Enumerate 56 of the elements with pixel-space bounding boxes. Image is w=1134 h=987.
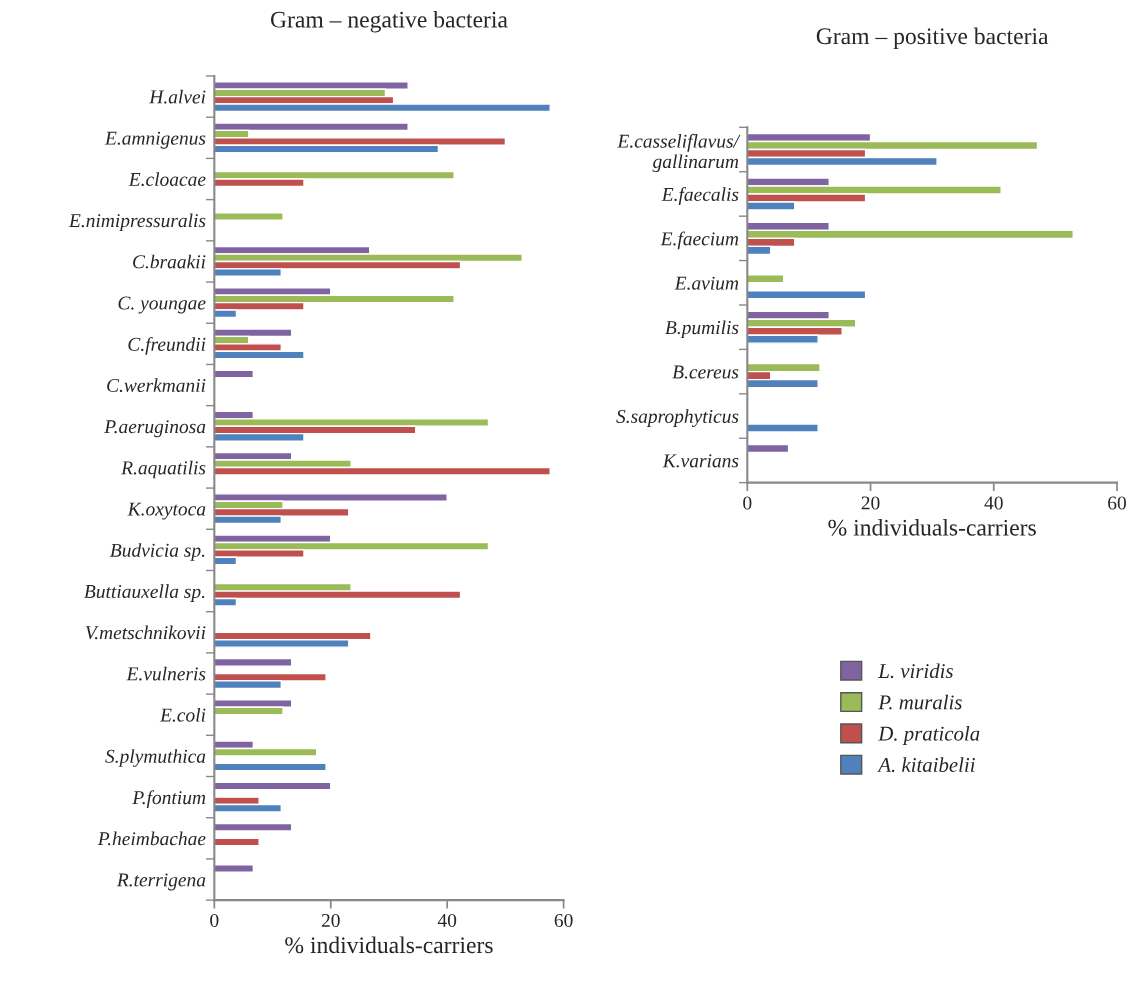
x-tick-label: 20 xyxy=(321,913,340,928)
y-tick-label: E.cloacae xyxy=(128,172,206,187)
y-tick-label: E.avium xyxy=(674,276,739,290)
y-tick-label: E.amnigenus xyxy=(104,131,206,149)
bar xyxy=(214,822,293,832)
bar xyxy=(214,212,284,221)
y-tick-label: E.vulneris xyxy=(126,666,206,681)
y-tick-label: E.coli xyxy=(159,707,206,722)
y-tick-label: C.werkmanii xyxy=(107,378,206,393)
y-tick-label: C.freundii xyxy=(128,337,206,355)
y-tick-label: E.casseliflavus/ gallinarum xyxy=(617,133,741,173)
x-tick-label: 60 xyxy=(1108,496,1126,510)
y-tick-label: C. youngae xyxy=(118,296,206,314)
y-tick-label: R.terrigena xyxy=(116,873,206,891)
x-axis-title: % individuals-carriers xyxy=(828,519,1036,536)
y-tick-label: S.saprophyticus xyxy=(616,409,739,427)
x-tick-label: 40 xyxy=(437,913,457,928)
y-tick-label: V.metschnikovii xyxy=(85,625,206,640)
y-tick-label: P.aeruginosa xyxy=(104,420,206,438)
legend-label: L. viridis xyxy=(878,663,953,679)
y-tick-label: P.fontium xyxy=(132,790,206,809)
y-tick-label: E.faecalis xyxy=(661,187,739,205)
bar xyxy=(747,274,785,284)
y-tick-label: Budvicia sp. xyxy=(110,543,205,561)
y-tick-label: K.varians xyxy=(662,454,739,468)
x-tick-label: 40 xyxy=(984,496,1003,510)
legend-label: A. kitaibelii xyxy=(877,757,975,773)
y-tick-label: Buttiauxella sp. xyxy=(84,584,205,602)
legend-label: P. muralis xyxy=(878,694,962,710)
bar xyxy=(214,657,293,667)
x-axis-title: % individuals-carriers xyxy=(285,936,493,954)
bar xyxy=(214,369,255,379)
y-tick-label: K.oxytoca xyxy=(127,502,206,520)
chart-title: Gram – positive bacteria xyxy=(816,27,1049,50)
y-tick-label: S.plymuthica xyxy=(105,749,206,767)
y-tick-label: E.faecium xyxy=(660,231,739,250)
y-tick-label: R.aquatilis xyxy=(121,460,206,479)
bar xyxy=(747,443,790,454)
y-tick-label: C.braakii xyxy=(133,254,206,269)
chart-title: Gram – negative bacteria xyxy=(270,11,508,33)
x-tick-label: 0 xyxy=(210,913,219,928)
x-tick-label: 0 xyxy=(743,496,752,510)
y-tick-label: H.alvei xyxy=(149,89,206,104)
y-tick-label: B.cereus xyxy=(672,365,739,379)
bar xyxy=(214,864,255,873)
y-tick-label: B.pumilis xyxy=(665,320,739,339)
bar xyxy=(747,290,867,300)
bar xyxy=(214,781,332,791)
bar xyxy=(214,837,260,847)
bar xyxy=(747,423,819,433)
x-tick-label: 60 xyxy=(554,913,573,928)
legend-label: D. praticola xyxy=(878,726,980,745)
bar xyxy=(214,762,327,772)
y-tick-label: P.heimbachae xyxy=(97,831,206,846)
x-tick-label: 20 xyxy=(861,496,880,510)
y-tick-label: E.nimipressuralis xyxy=(68,213,206,232)
